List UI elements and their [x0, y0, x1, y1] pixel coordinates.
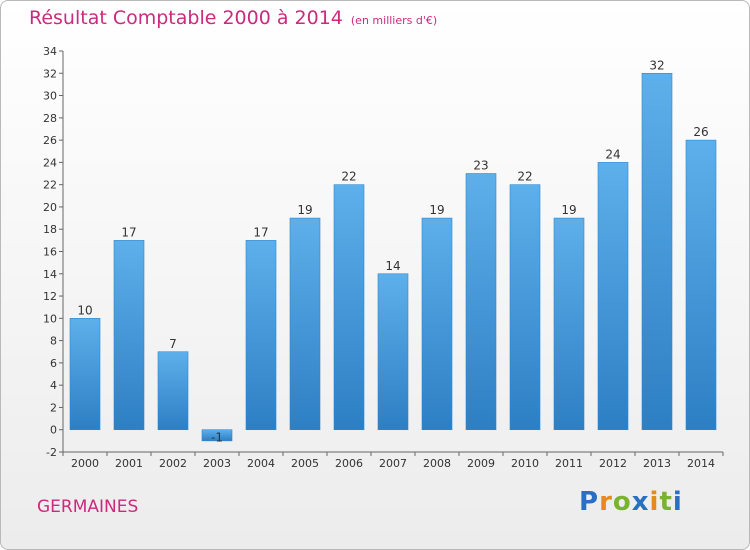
bar-2011 — [553, 217, 585, 431]
chart-title: Résultat Comptable 2000 à 2014 (en millie… — [29, 7, 437, 29]
logo-letter: i — [649, 487, 660, 517]
y-tick-label: -2 — [46, 446, 57, 459]
value-label-2011: 19 — [561, 203, 576, 217]
y-tick-label: 18 — [43, 223, 57, 236]
logo-letter: o — [612, 487, 632, 517]
x-tick-label: 2001 — [115, 457, 143, 470]
bar-2009 — [465, 173, 497, 431]
y-tick-label: 14 — [43, 268, 57, 281]
bar-2012 — [597, 162, 629, 431]
x-tick-label: 2003 — [203, 457, 231, 470]
value-label-2012: 24 — [605, 147, 620, 161]
x-tick-label: 2006 — [335, 457, 363, 470]
logo-letter: i — [672, 487, 683, 517]
value-label-2010: 22 — [517, 170, 532, 184]
value-label-2000: 10 — [77, 303, 92, 317]
x-tick-label: 2002 — [159, 457, 187, 470]
value-label-2001: 17 — [121, 225, 136, 239]
x-tick-label: 2000 — [71, 457, 99, 470]
x-tick-label: 2008 — [423, 457, 451, 470]
bar-2010 — [509, 184, 541, 431]
y-tick-label: 8 — [50, 335, 57, 348]
logo-letter: t — [659, 487, 673, 517]
value-label-2006: 22 — [341, 170, 356, 184]
proxiti-logo: Proxiti — [579, 487, 683, 517]
value-label-2003: -1 — [211, 431, 223, 445]
x-tick-label: 2007 — [379, 457, 407, 470]
x-tick-label: 2004 — [247, 457, 275, 470]
bar-2001 — [113, 240, 145, 431]
bar-2004 — [245, 240, 277, 431]
bar-2006 — [333, 184, 365, 431]
bar-2003 — [201, 429, 233, 442]
y-tick-label: 28 — [43, 112, 57, 125]
x-tick-label: 2009 — [467, 457, 495, 470]
bar-2008 — [421, 217, 453, 431]
commune-name: GERMAINES — [37, 497, 139, 517]
logo-letter: P — [579, 487, 600, 517]
chart-subtitle: (en milliers d'€) — [350, 14, 438, 27]
x-tick-label: 2011 — [555, 457, 583, 470]
logo-letter: r — [599, 487, 613, 517]
y-tick-label: 4 — [50, 379, 57, 392]
y-tick-label: 26 — [43, 134, 57, 147]
bar-2005 — [289, 217, 321, 431]
value-labels: 10 17 7 -1 17 19 22 14 19 23 22 19 24 32 26 — [77, 58, 708, 444]
value-label-2007: 14 — [385, 259, 400, 273]
value-label-2002: 7 — [169, 337, 177, 351]
y-tick-label: 12 — [43, 290, 57, 303]
y-tick-label: 10 — [43, 312, 57, 325]
value-label-2005: 19 — [297, 203, 312, 217]
y-tick-label: 22 — [43, 179, 57, 192]
value-label-2013: 32 — [649, 58, 664, 72]
bar-2007 — [377, 273, 409, 431]
y-tick-label: 2 — [50, 401, 57, 414]
x-tick-label: 2014 — [687, 457, 715, 470]
y-tick-label: 0 — [50, 424, 57, 437]
value-label-2014: 26 — [693, 125, 708, 139]
value-label-2009: 23 — [473, 159, 488, 173]
value-label-2004: 17 — [253, 225, 268, 239]
y-tick-label: 32 — [43, 67, 57, 80]
y-tick-label: 20 — [43, 201, 57, 214]
x-tick-label: 2005 — [291, 457, 319, 470]
bar-2000 — [69, 318, 101, 431]
bar-2014 — [685, 139, 717, 431]
y-tick-label: 6 — [50, 357, 57, 370]
value-label-2008: 19 — [429, 203, 444, 217]
x-tick-label: 2013 — [643, 457, 671, 470]
bar-2002 — [157, 351, 189, 431]
title-text: Résultat Comptable 2000 à 2014 — [29, 7, 343, 29]
bar-2013 — [641, 72, 673, 431]
bars — [69, 72, 717, 442]
x-tick-label: 2012 — [599, 457, 627, 470]
y-tick-label: 16 — [43, 246, 57, 259]
x-tick-label: 2010 — [511, 457, 539, 470]
y-tick-label: 34 — [43, 45, 57, 58]
y-tick-label: 30 — [43, 90, 57, 103]
logo-letter: x — [631, 487, 650, 517]
y-tick-label: 24 — [43, 156, 57, 169]
